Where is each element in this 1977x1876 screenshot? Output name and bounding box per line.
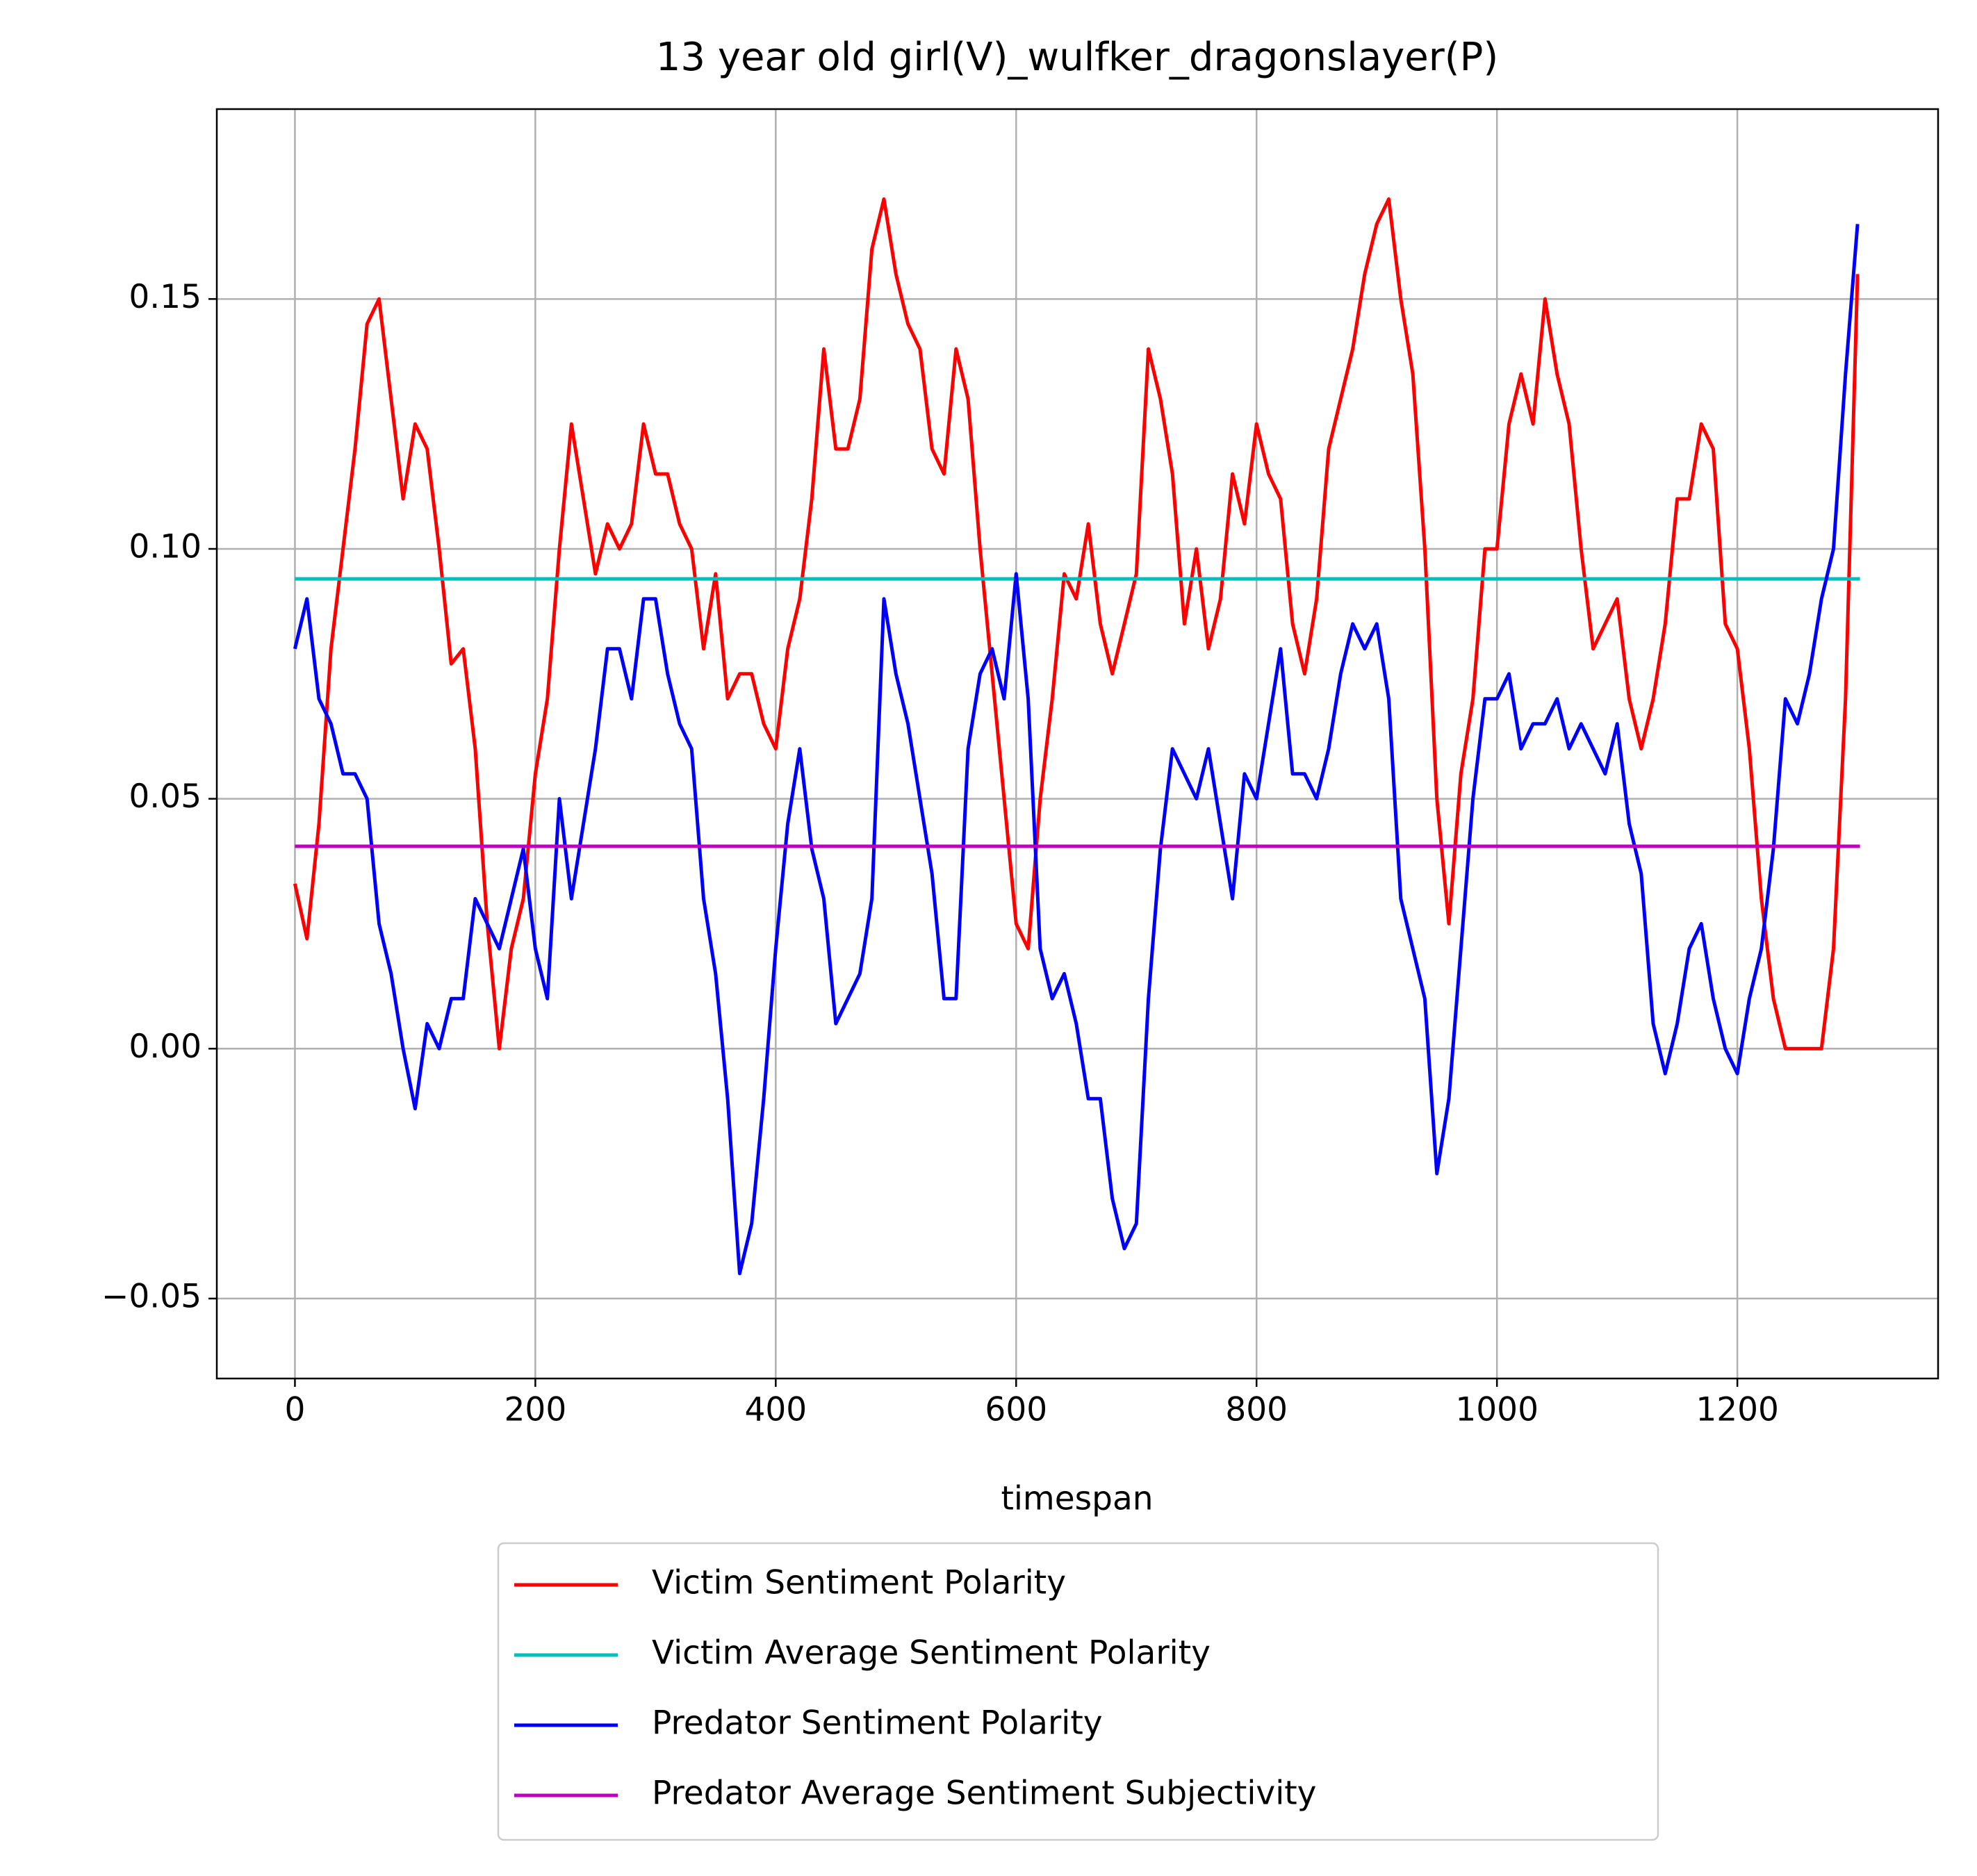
series-line [293, 197, 1860, 1051]
legend-label: Predator Average Sentiment Subjectivity [652, 1775, 1317, 1813]
x-tick-label: 800 [1225, 1391, 1288, 1429]
plot-frame [215, 108, 1939, 1380]
x-tick-label: 1000 [1455, 1391, 1539, 1429]
legend: Victim Sentiment Polarity Victim Average … [497, 1542, 1659, 1841]
legend-box [497, 1542, 1659, 1841]
legend-label: Predator Sentiment Polarity [652, 1704, 1103, 1743]
x-tick-label: 600 [985, 1391, 1047, 1429]
series-line [293, 224, 1860, 1276]
legend-label: Victim Average Sentiment Polarity [652, 1634, 1211, 1672]
y-tick-label: 0.05 [129, 777, 202, 816]
x-tick-label: 400 [744, 1391, 807, 1429]
legend-label: Victim Sentiment Polarity [652, 1564, 1066, 1602]
chart-title: 13 year old girl(V)_wulfker_dragonslayer… [656, 35, 1498, 80]
y-tick-label: 0.15 [129, 278, 202, 316]
x-tick-label: 0 [284, 1391, 305, 1429]
x-tick-label: 1200 [1696, 1391, 1779, 1429]
x-axis-label: timespan [1001, 1480, 1153, 1518]
x-tick-label: 200 [504, 1391, 567, 1429]
y-tick-label: −0.05 [101, 1277, 202, 1315]
y-tick-label: 0.10 [129, 527, 202, 566]
y-tick-label: 0.00 [129, 1028, 202, 1066]
